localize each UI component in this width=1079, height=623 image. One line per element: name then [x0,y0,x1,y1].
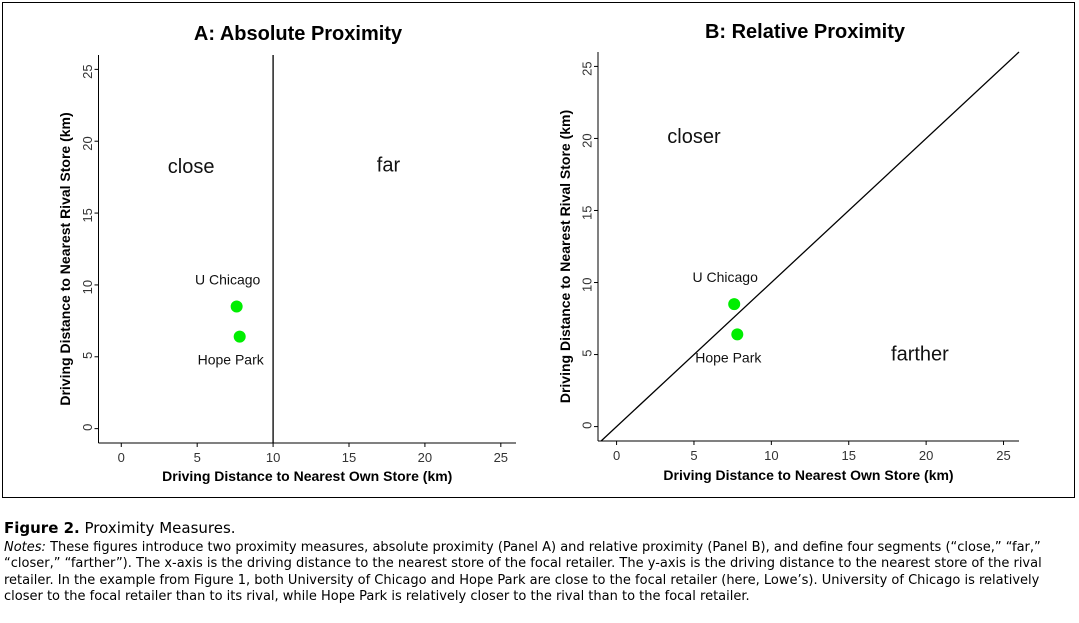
caption-title-line: Figure 2. Proximity Measures. [4,520,1076,537]
caption-title: Proximity Measures. [84,519,236,537]
region-label-far: far [377,154,401,176]
x-tick-label: 5 [690,448,697,463]
x-tick-label: 25 [494,450,508,465]
panel-b-relative-proximity: B: Relative Proximity 0 5 10 15 20 25 0 5 10 15 20 2… [557,21,1020,483]
x-axis-label: Driving Distance to Nearest Own Store (k… [162,468,452,484]
point-label: Hope Park [198,352,265,368]
y-tick-label: 25 [80,64,95,78]
data-point-u-chicago [230,300,243,313]
region-label-close: close [168,156,215,178]
y-tick-label: 15 [580,205,595,219]
y-tick-label: 0 [580,422,595,429]
y-tick-label: 10 [80,280,95,294]
x-tick-label: 10 [266,450,280,465]
figure-charts: A: Absolute Proximity 0 5 10 15 20 25 0 5 10 15 20 2… [57,21,1020,484]
y-tick-label: 5 [80,352,95,359]
y-axis-label: Driving Distance to Nearest Rival Store … [557,110,573,403]
figure-frame [2,2,1075,498]
x-tick-label: 10 [764,448,778,463]
panel-a-absolute-proximity: A: Absolute Proximity 0 5 10 15 20 25 0 5 10 15 20 2… [57,23,516,484]
point-label: U Chicago [195,271,261,287]
x-tick-label: 0 [118,450,125,465]
region-label-closer: closer [667,126,721,148]
y-axis-label: Driving Distance to Nearest Rival Store … [57,112,73,405]
y-tick-label: 15 [80,208,95,222]
notes-text: These figures introduce two proximity me… [4,539,1042,605]
point-label: Hope Park [695,349,762,365]
notes-label: Notes: [4,539,46,555]
region-label-farther: farther [891,343,949,365]
y-tick-label: 5 [580,350,595,357]
data-point-hope-park [731,328,744,341]
y-tick-label: 25 [580,61,595,75]
figure-caption: Figure 2. Proximity Measures. Notes: The… [4,520,1076,606]
x-tick-label: 20 [418,450,432,465]
data-point-u-chicago [728,298,741,311]
data-point-hope-park [233,330,246,343]
y-tick-label: 0 [80,424,95,431]
x-tick-label: 25 [996,448,1010,463]
x-tick-label: 5 [194,450,201,465]
x-axis-label: Driving Distance to Nearest Own Store (k… [663,467,953,483]
x-tick-label: 15 [842,448,856,463]
chart-title: B: Relative Proximity [705,21,906,43]
reference-line-diagonal [600,51,1020,442]
figure-label: Figure 2. [4,519,80,537]
caption-notes: Notes: These figures introduce two proxi… [4,540,1076,606]
x-tick-label: 15 [342,450,356,465]
point-label: U Chicago [693,269,759,285]
chart-title: A: Absolute Proximity [194,23,403,45]
y-tick-label: 10 [580,278,595,292]
x-tick-label: 20 [919,448,933,463]
x-tick-label: 0 [613,448,620,463]
y-tick-label: 20 [80,136,95,150]
y-tick-label: 20 [580,133,595,147]
